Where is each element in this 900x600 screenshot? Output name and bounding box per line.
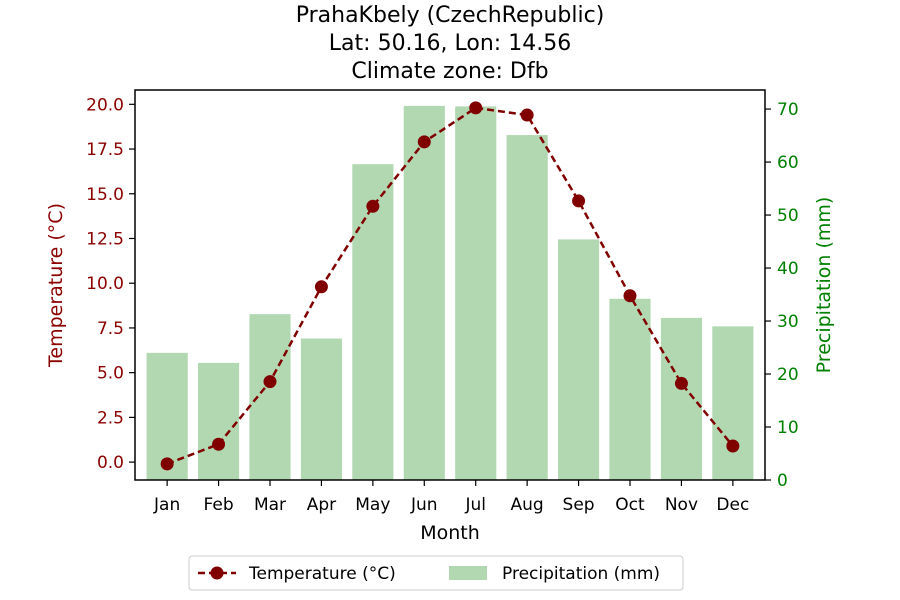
right-tick-label: 50 [777,206,799,226]
right-axis-label: Precipitation (mm) [813,197,835,374]
temperature-point-may [366,199,380,213]
precipitation-bar-jul [455,106,497,480]
right-tick-label: 10 [777,418,799,438]
precipitation-bar-oct [609,298,651,480]
temperature-point-jul [469,101,483,115]
chart-title: PrahaKbely (CzechRepublic) Lat: 50.16, L… [296,3,605,84]
temperature-line [160,101,740,471]
legend-temperature-label: Temperature (°C) [248,564,396,584]
x-tick-label-aug: Aug [511,495,544,515]
x-tick-label-nov: Nov [665,495,698,515]
precipitation-bar-dec [712,326,754,480]
temperature-point-jan [160,457,174,471]
left-tick-label: 2.5 [97,408,124,428]
precipitation-bar-mar [249,314,291,480]
title-line-station: PrahaKbely (CzechRepublic) [296,3,605,28]
right-tick-label: 70 [777,100,799,120]
right-axis: 0 10 20 30 40 50 60 70 [765,100,799,491]
legend: Temperature (°C) Precipitation (mm) [188,555,684,591]
x-tick-label-may: May [355,495,390,515]
legend-precipitation-swatch [449,566,487,580]
temperature-point-jun [417,135,431,149]
temperature-point-nov [674,376,688,390]
plot-frame [134,89,766,481]
precipitation-bar-aug [506,135,548,480]
temperature-point-aug [520,108,534,122]
temperature-point-oct [623,289,637,303]
precipitation-bar-nov [660,317,702,480]
left-axis-label: Temperature (°C) [45,203,67,368]
precipitation-bar-may [352,164,394,480]
x-axis-label: Month [420,522,480,544]
x-tick-label-jan: Jan [153,495,180,515]
legend-temperature-swatch-marker [210,566,224,580]
temperature-point-mar [263,375,277,389]
temperature-point-feb [212,437,226,451]
left-tick-label: 7.5 [97,319,124,339]
precipitation-bar-sep [558,239,600,480]
x-tick-label-mar: Mar [254,495,286,515]
left-axis: 0.0 2.5 5.0 7.5 10.0 12.5 15.0 17.5 20.0 [86,95,135,473]
left-tick-label: 10.0 [86,274,124,294]
x-tick-label-sep: Sep [563,495,595,515]
right-tick-label: 60 [777,153,799,173]
right-tick-label: 20 [777,365,799,385]
precipitation-bar-jun [403,105,445,481]
legend-precipitation-label: Precipitation (mm) [502,564,660,584]
right-tick-label: 0 [777,471,788,491]
x-tick-label-jul: Jul [464,495,486,515]
legend-box [188,555,684,591]
left-tick-label: 12.5 [86,229,124,249]
temperature-point-apr [314,280,328,294]
right-tick-label: 40 [777,259,799,279]
temperature-point-sep [572,194,586,208]
title-line-coords: Lat: 50.16, Lon: 14.56 [329,31,571,56]
x-tick-label-jun: Jun [410,495,438,515]
left-tick-label: 17.5 [86,140,124,160]
precipitation-bars [146,105,754,481]
left-tick-label: 0.0 [97,453,124,473]
temperature-point-dec [726,439,740,453]
left-tick-label: 15.0 [86,185,124,205]
x-axis: Jan Feb Mar Apr May Jun Jul Aug Sep Oct Nov Dec [153,480,749,515]
precipitation-bar-apr [300,338,342,480]
x-tick-label-oct: Oct [615,495,645,515]
title-line-climate: Climate zone: Dfb [351,59,548,84]
left-tick-label: 20.0 [86,95,124,115]
x-tick-label-apr: Apr [307,495,336,515]
temperature-series-line [166,106,734,466]
x-tick-label-dec: Dec [716,495,749,515]
precipitation-bar-feb [198,362,240,480]
right-tick-label: 30 [777,312,799,332]
left-tick-label: 5.0 [97,364,124,384]
x-tick-label-feb: Feb [204,495,234,515]
